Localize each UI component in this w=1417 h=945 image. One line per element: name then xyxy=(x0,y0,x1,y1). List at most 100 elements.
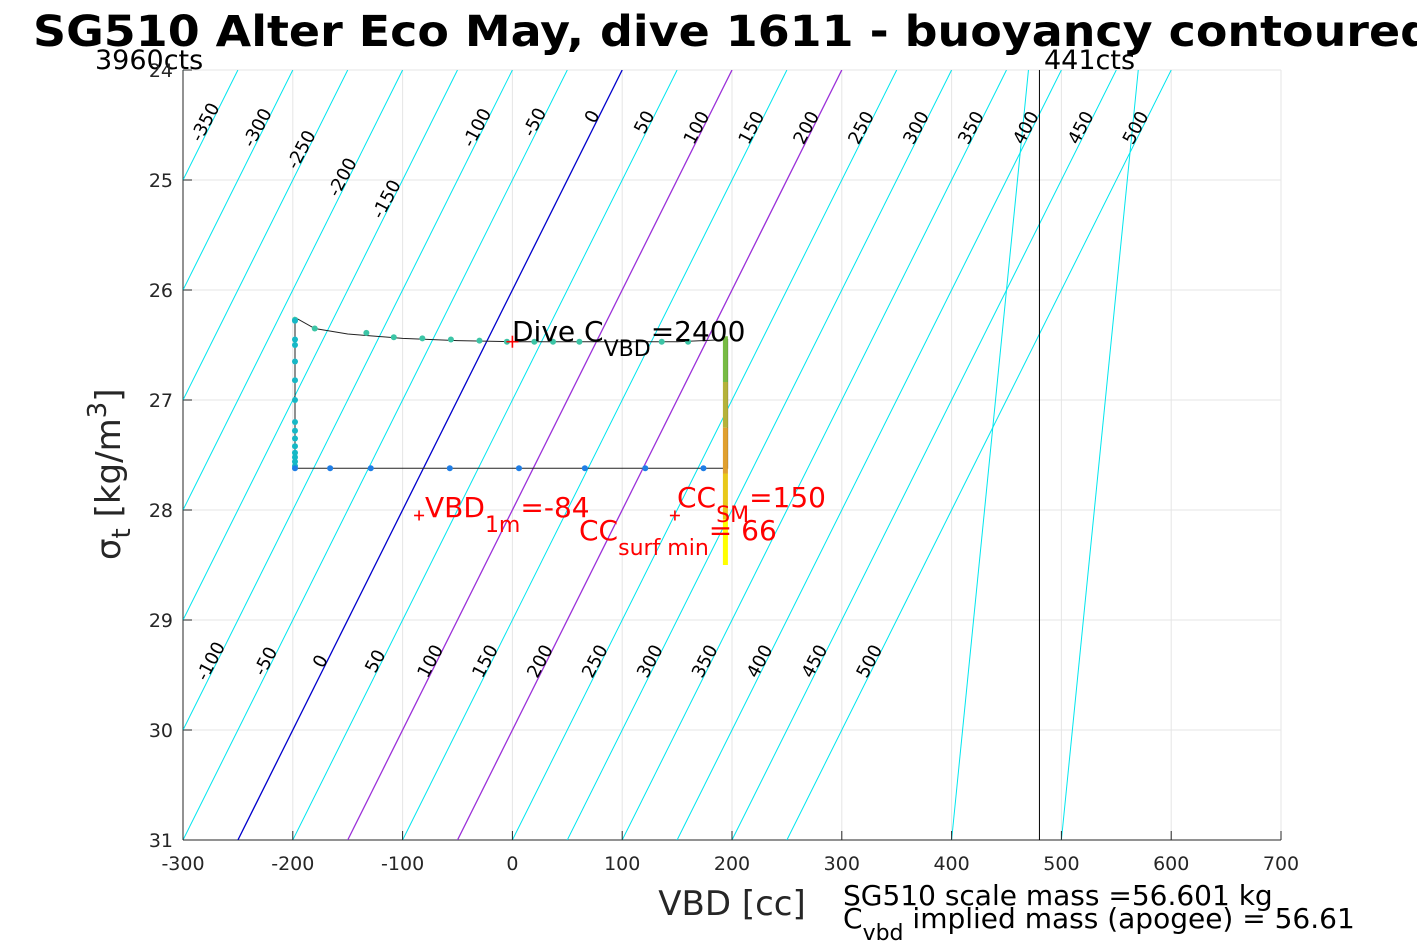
y-tick-label: 31 xyxy=(149,830,173,852)
data-point xyxy=(311,325,318,332)
contour-line xyxy=(183,70,568,840)
x-tick-label: 500 xyxy=(1043,853,1079,875)
footer-cvbd-sub: vbd xyxy=(863,921,904,945)
contour-line xyxy=(0,70,73,840)
data-point xyxy=(291,397,298,403)
cc-sm-pre: CC xyxy=(677,481,716,514)
data-point xyxy=(291,342,298,348)
cc-sm-annotation: CCSM=150 xyxy=(677,481,826,528)
data-point xyxy=(390,334,397,341)
data-point xyxy=(291,427,298,434)
data-point xyxy=(291,317,298,324)
data-point xyxy=(531,338,538,345)
dive-path xyxy=(294,316,729,469)
y-axis-label-close: ] xyxy=(89,389,129,402)
dive-cvbd-pre: Dive C xyxy=(512,315,604,348)
y-axis-label-sub: t xyxy=(107,528,137,538)
data-point xyxy=(700,465,707,472)
y-tick-label: 26 xyxy=(149,280,173,302)
contour-label-top: 150 xyxy=(735,108,770,148)
y-axis-label-sup: 3 xyxy=(83,402,113,419)
y-axis-label-base: σ xyxy=(89,538,129,560)
x-tick-label: -200 xyxy=(271,853,314,875)
data-point xyxy=(446,465,453,472)
vbd-1m-sub: 1m xyxy=(485,513,520,538)
dive-cvbd-post: =2400 xyxy=(651,315,746,348)
data-point xyxy=(327,465,334,472)
contour-line xyxy=(347,70,733,840)
y-tick-label: 24 xyxy=(149,60,173,82)
footer-cvbd-post: implied mass (apogee) = 56.61 xyxy=(904,902,1355,935)
contour-line xyxy=(566,70,953,840)
cc-surf-pre: CC xyxy=(579,514,618,547)
contour-line xyxy=(621,70,1007,840)
contour-line xyxy=(511,70,898,840)
data-point xyxy=(550,338,557,345)
x-tick-label: 400 xyxy=(933,853,969,875)
contour-label-bottom: 500 xyxy=(853,641,888,681)
contour-label-top: 250 xyxy=(844,108,879,148)
contour-label-top: -100 xyxy=(458,105,496,151)
cc-sm-sub: SM xyxy=(716,503,749,528)
contour-line xyxy=(183,70,294,292)
data-point xyxy=(291,358,298,365)
data-point xyxy=(291,449,298,456)
contour-label-top: -50 xyxy=(519,105,551,141)
buoyancy-contours xyxy=(0,70,1172,840)
footer-cvbd-pre: C xyxy=(843,902,863,935)
contour-label-top: 300 xyxy=(899,108,934,148)
data-point xyxy=(291,454,298,461)
cc-surf-post: = 66 xyxy=(709,514,777,547)
contour-label-bottom: 250 xyxy=(578,641,613,681)
contour-line xyxy=(456,70,843,840)
data-point xyxy=(685,338,692,345)
x-tick-label: 300 xyxy=(824,853,860,875)
data-point xyxy=(363,329,370,336)
y-axis-label-unit: [kg/m xyxy=(89,418,129,528)
contour-label-top: 350 xyxy=(954,108,989,148)
y-tick-label: 30 xyxy=(149,720,173,742)
contour-line xyxy=(951,70,1029,840)
contour-line xyxy=(402,70,788,840)
data-point xyxy=(642,465,649,472)
contour-line xyxy=(292,70,678,840)
vbd-1m-post: =-84 xyxy=(520,491,589,524)
contour-label-bottom: 0 xyxy=(309,651,333,671)
dive-cvbd-annotation: Dive CVBD=2400 xyxy=(512,315,745,362)
data-point xyxy=(658,338,665,345)
x-tick-label: 100 xyxy=(604,853,640,875)
vbd-1m-annotation: VBD1m=-84 xyxy=(425,491,590,538)
x-axis-label: VBD [cc] xyxy=(658,884,806,924)
contour-label-top: 500 xyxy=(1119,108,1154,148)
contour-label-top: 100 xyxy=(680,108,715,148)
contour-label-top: 200 xyxy=(789,108,824,148)
contour-line xyxy=(183,70,458,622)
x-tick-label: 0 xyxy=(506,853,518,875)
contour-label-bottom: 50 xyxy=(361,646,390,676)
contour-label-top: -150 xyxy=(368,176,406,222)
x-tick-label: 700 xyxy=(1263,853,1299,875)
contour-label-top: -250 xyxy=(283,127,321,173)
contour-line xyxy=(183,70,404,512)
chart-title: SG510 Alter Eco May, dive 1611 - buoyanc… xyxy=(33,7,1417,57)
data-point xyxy=(367,465,374,472)
contour-line xyxy=(1060,70,1139,840)
y-axis-label: σt [kg/m3] xyxy=(83,389,137,561)
contour-line xyxy=(183,70,513,732)
contour-label-top: 400 xyxy=(1009,108,1044,148)
contour-label-top: -200 xyxy=(324,154,362,200)
contour-label-bottom: 150 xyxy=(468,641,503,681)
contour-label-bottom: 100 xyxy=(413,641,448,681)
x-axis-ticks: -300 -200 -100 0 100 200 300 400 500 600 700 xyxy=(161,831,1299,875)
top-left-count-label: 3960cts xyxy=(95,45,203,76)
x-tick-label: -300 xyxy=(161,853,204,875)
contour-label-top: 50 xyxy=(630,107,659,137)
x-tick-label: 600 xyxy=(1153,853,1189,875)
annotation-markers xyxy=(414,335,680,521)
data-point xyxy=(419,335,426,342)
contour-label-bottom: 300 xyxy=(633,641,668,681)
dive-path-line xyxy=(294,316,729,469)
data-point xyxy=(291,377,298,384)
data-point xyxy=(291,336,298,343)
